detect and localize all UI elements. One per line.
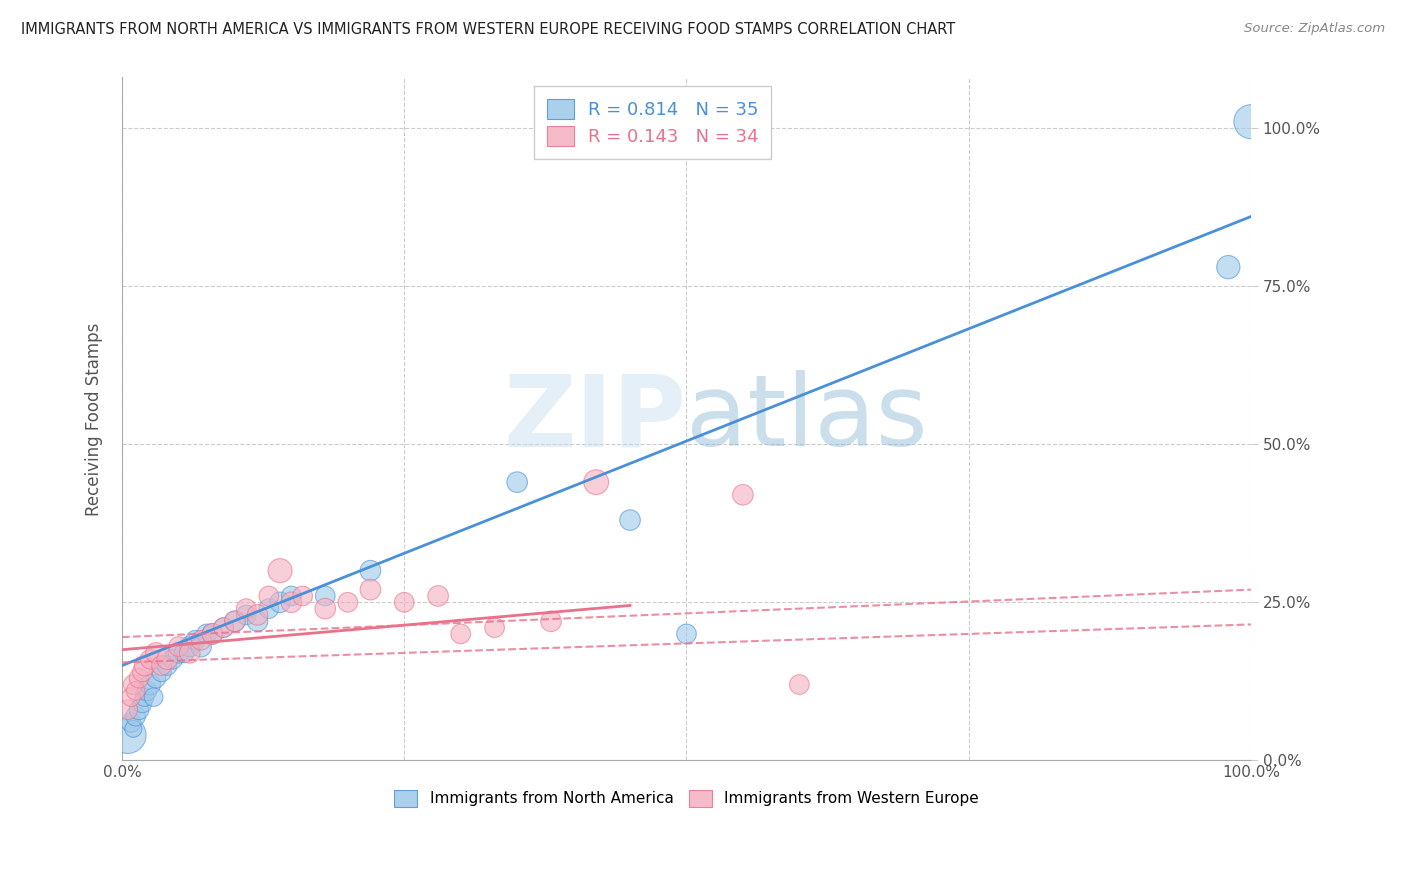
Point bbox=[506, 475, 529, 490]
Point bbox=[675, 627, 697, 641]
Point bbox=[179, 640, 201, 654]
Text: Source: ZipAtlas.com: Source: ZipAtlas.com bbox=[1244, 22, 1385, 36]
Point bbox=[139, 652, 162, 666]
Point bbox=[224, 614, 246, 628]
Point bbox=[257, 601, 280, 615]
Point bbox=[789, 677, 811, 691]
Legend: Immigrants from North America, Immigrants from Western Europe: Immigrants from North America, Immigrant… bbox=[387, 782, 986, 814]
Point bbox=[156, 658, 179, 673]
Point bbox=[269, 595, 291, 609]
Point bbox=[585, 475, 607, 490]
Point bbox=[167, 640, 190, 654]
Point bbox=[246, 614, 269, 628]
Point bbox=[427, 589, 450, 603]
Point bbox=[359, 564, 381, 578]
Point bbox=[156, 652, 179, 666]
Text: atlas: atlas bbox=[686, 370, 928, 467]
Point bbox=[291, 589, 314, 603]
Point bbox=[124, 683, 146, 698]
Point bbox=[540, 614, 562, 628]
Point bbox=[122, 677, 145, 691]
Point bbox=[179, 646, 201, 660]
Point bbox=[359, 582, 381, 597]
Point bbox=[195, 627, 218, 641]
Point bbox=[120, 715, 142, 730]
Point bbox=[1218, 260, 1240, 274]
Point bbox=[134, 658, 156, 673]
Point bbox=[162, 652, 184, 666]
Point bbox=[131, 665, 153, 679]
Point bbox=[128, 703, 150, 717]
Point bbox=[122, 722, 145, 736]
Point bbox=[619, 513, 641, 527]
Point bbox=[257, 589, 280, 603]
Point bbox=[150, 665, 173, 679]
Point bbox=[212, 621, 235, 635]
Point bbox=[173, 646, 195, 660]
Point bbox=[235, 601, 257, 615]
Point bbox=[224, 614, 246, 628]
Point bbox=[117, 728, 139, 742]
Text: IMMIGRANTS FROM NORTH AMERICA VS IMMIGRANTS FROM WESTERN EUROPE RECEIVING FOOD S: IMMIGRANTS FROM NORTH AMERICA VS IMMIGRA… bbox=[21, 22, 955, 37]
Point bbox=[142, 690, 165, 705]
Point bbox=[212, 621, 235, 635]
Point bbox=[336, 595, 359, 609]
Point bbox=[280, 595, 302, 609]
Point bbox=[190, 633, 212, 648]
Point bbox=[246, 607, 269, 622]
Point bbox=[135, 683, 157, 698]
Point bbox=[201, 627, 224, 641]
Point bbox=[145, 671, 167, 685]
Point bbox=[280, 589, 302, 603]
Point bbox=[190, 640, 212, 654]
Point bbox=[117, 703, 139, 717]
Point bbox=[184, 633, 207, 648]
Point bbox=[120, 690, 142, 705]
Point bbox=[201, 627, 224, 641]
Point bbox=[394, 595, 416, 609]
Point bbox=[1240, 114, 1263, 128]
Text: ZIP: ZIP bbox=[503, 370, 686, 467]
Point bbox=[150, 658, 173, 673]
Point bbox=[124, 709, 146, 723]
Point bbox=[235, 607, 257, 622]
Point bbox=[139, 677, 162, 691]
Point bbox=[131, 697, 153, 711]
Point bbox=[314, 589, 336, 603]
Point bbox=[314, 601, 336, 615]
Point bbox=[145, 646, 167, 660]
Point bbox=[167, 646, 190, 660]
Y-axis label: Receiving Food Stamps: Receiving Food Stamps bbox=[86, 322, 103, 516]
Point bbox=[450, 627, 472, 641]
Point bbox=[484, 621, 506, 635]
Point bbox=[134, 690, 156, 705]
Point bbox=[269, 564, 291, 578]
Point bbox=[128, 671, 150, 685]
Point bbox=[731, 488, 754, 502]
